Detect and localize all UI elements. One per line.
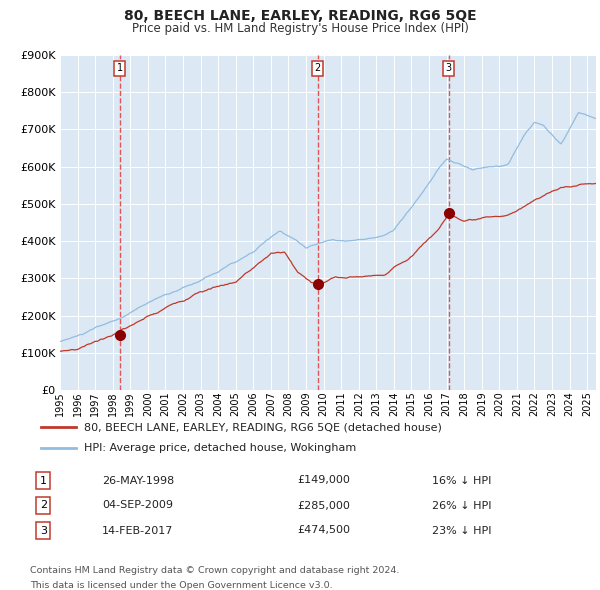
Text: £285,000: £285,000 xyxy=(298,500,350,510)
Text: 3: 3 xyxy=(40,526,47,536)
Text: £149,000: £149,000 xyxy=(298,476,350,486)
Text: 80, BEECH LANE, EARLEY, READING, RG6 5QE: 80, BEECH LANE, EARLEY, READING, RG6 5QE xyxy=(124,9,476,23)
Text: 04-SEP-2009: 04-SEP-2009 xyxy=(103,500,173,510)
Text: 26-MAY-1998: 26-MAY-1998 xyxy=(102,476,174,486)
Text: 3: 3 xyxy=(446,63,452,73)
Text: 1: 1 xyxy=(116,63,123,73)
Text: Contains HM Land Registry data © Crown copyright and database right 2024.: Contains HM Land Registry data © Crown c… xyxy=(30,566,400,575)
Text: This data is licensed under the Open Government Licence v3.0.: This data is licensed under the Open Gov… xyxy=(30,581,332,590)
Text: 1: 1 xyxy=(40,476,47,486)
Text: 2: 2 xyxy=(40,500,47,510)
Text: 16% ↓ HPI: 16% ↓ HPI xyxy=(432,476,491,486)
Text: HPI: Average price, detached house, Wokingham: HPI: Average price, detached house, Woki… xyxy=(84,443,356,453)
Text: 80, BEECH LANE, EARLEY, READING, RG6 5QE (detached house): 80, BEECH LANE, EARLEY, READING, RG6 5QE… xyxy=(84,422,442,432)
Text: 14-FEB-2017: 14-FEB-2017 xyxy=(103,526,173,536)
Text: £474,500: £474,500 xyxy=(298,526,350,536)
Text: 2: 2 xyxy=(314,63,321,73)
Text: 23% ↓ HPI: 23% ↓ HPI xyxy=(432,526,491,536)
Text: 26% ↓ HPI: 26% ↓ HPI xyxy=(432,500,491,510)
Text: Price paid vs. HM Land Registry's House Price Index (HPI): Price paid vs. HM Land Registry's House … xyxy=(131,22,469,35)
